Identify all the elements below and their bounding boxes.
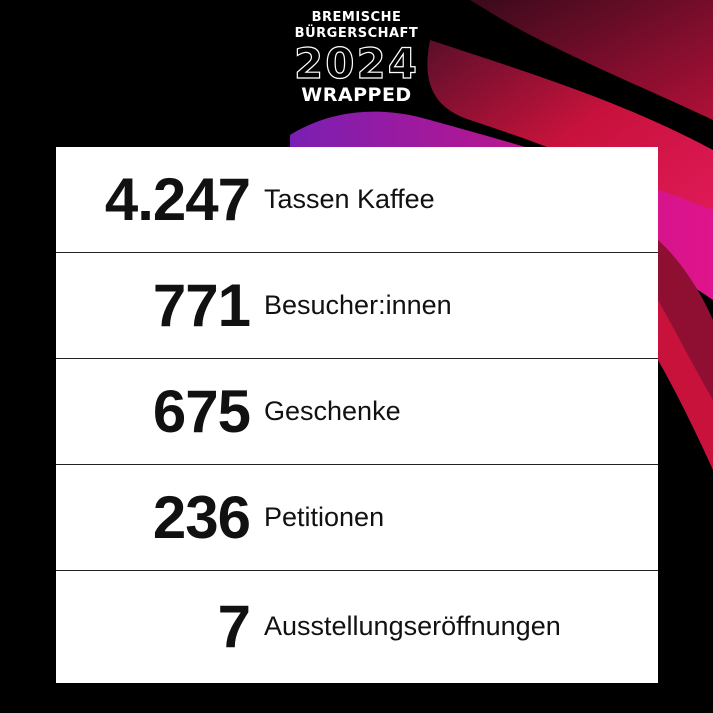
stat-row: 236 Petitionen [56,465,658,571]
stat-label: Tassen Kaffee [264,184,435,214]
stat-row: 771 Besucher:innen [56,253,658,359]
stat-label: Petitionen [264,502,385,532]
stat-value: 236 [152,484,251,551]
stat-value: 4.247 [104,166,251,233]
stat-value: 675 [152,378,251,445]
stat-label: Ausstellungseröffnungen [264,610,561,641]
stat-value: 7 [217,592,251,660]
stats-card: 4.247 Tassen Kaffee 771 Besucher:innen 6… [56,147,658,683]
stat-value: 771 [152,272,251,339]
stat-label: Besucher:innen [264,290,452,320]
year-title: 2024 [293,39,419,88]
stat-label: Geschenke [264,396,401,426]
org-name-line1: BREMISCHE [311,10,402,25]
org-name-line2: BÜRGERSCHAFT [294,26,419,41]
stat-row: 7 Ausstellungseröffnungen [56,571,658,681]
stat-row: 4.247 Tassen Kaffee [56,147,658,253]
stat-row: 675 Geschenke [56,359,658,465]
header: BREMISCHE BÜRGERSCHAFT 2024 WRAPPED [0,10,713,106]
wrapped-title: WRAPPED [301,84,412,106]
